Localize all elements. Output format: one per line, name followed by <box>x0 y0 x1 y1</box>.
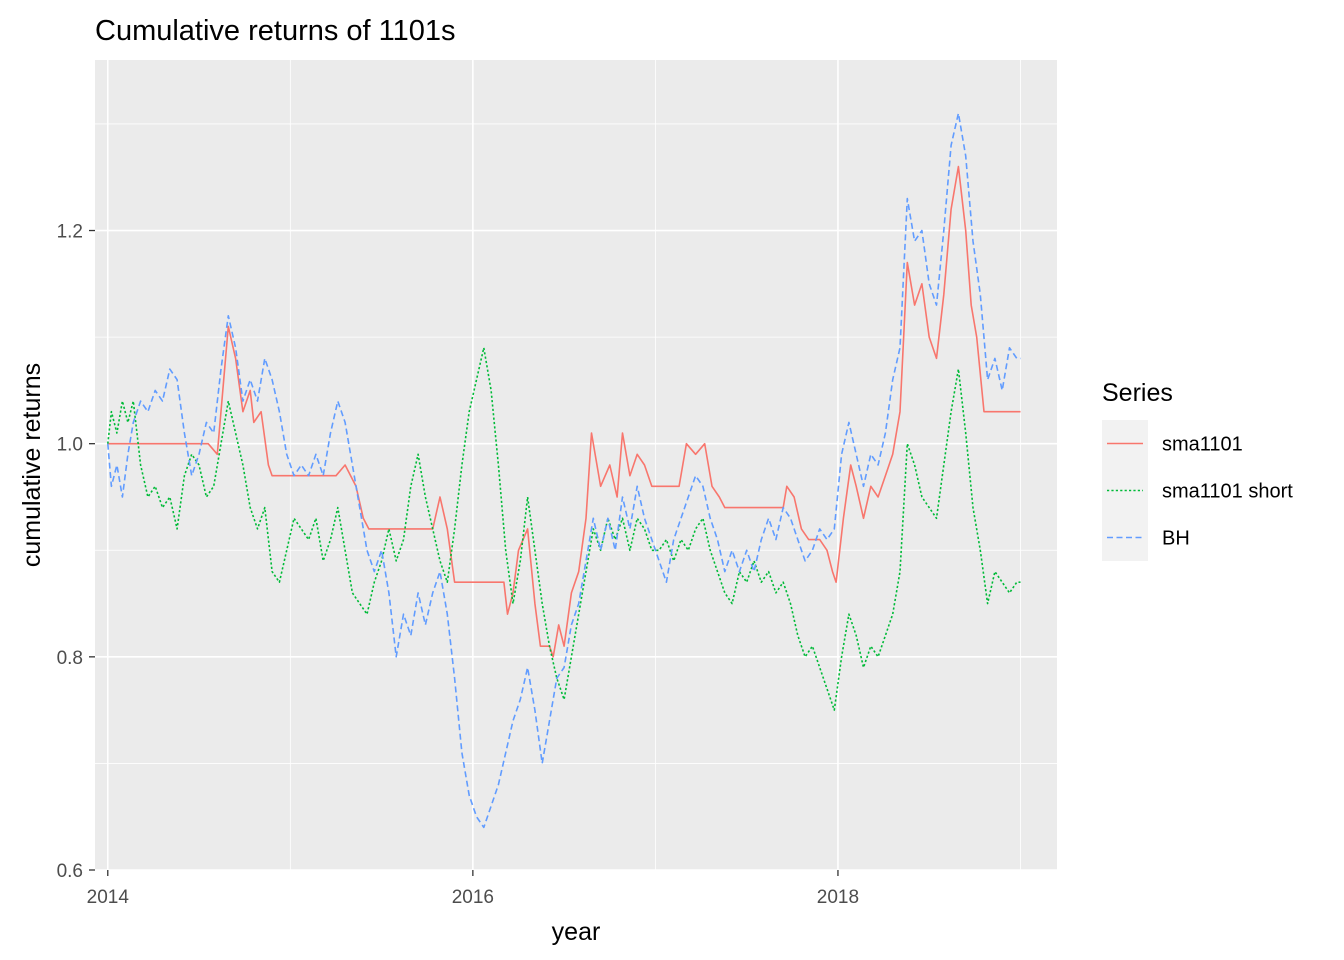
y-tick-label: 0.6 <box>57 861 83 882</box>
legend-label: BH <box>1162 528 1190 550</box>
x-tick-label: 2016 <box>452 887 494 908</box>
legend-title: Series <box>1102 379 1173 407</box>
series-line-BH <box>107 112 1021 829</box>
grid-minor <box>95 60 1057 870</box>
y-axis-title: cumulative returns <box>18 363 46 567</box>
x-axis-title: year <box>552 918 601 946</box>
legend-label: sma1101 <box>1162 434 1243 456</box>
y-tick-label: 0.8 <box>57 648 83 669</box>
y-tick-label: 1.0 <box>57 435 83 456</box>
series-lines <box>107 112 1021 829</box>
axis-ticks <box>89 229 839 876</box>
legend-keys: sma1101 sma1101 short BH <box>1102 420 1293 561</box>
plot-panel <box>95 60 1057 870</box>
series-line-sma1101 <box>107 165 1021 658</box>
grid-major <box>95 60 1057 871</box>
legend: Series sma1101 sma1101 short BH <box>1102 379 1293 561</box>
x-tick-label: 2014 <box>87 887 130 908</box>
axis-tick-labels: 2014 2016 2018 0.6 0.8 1.0 1.2 <box>57 222 860 908</box>
y-tick-label: 1.2 <box>57 222 83 243</box>
series-line-sma1101-short <box>107 347 1021 711</box>
x-tick-label: 2018 <box>817 887 859 908</box>
chart-title: Cumulative returns of 1101s <box>95 15 456 47</box>
legend-label: sma1101 short <box>1162 481 1293 503</box>
